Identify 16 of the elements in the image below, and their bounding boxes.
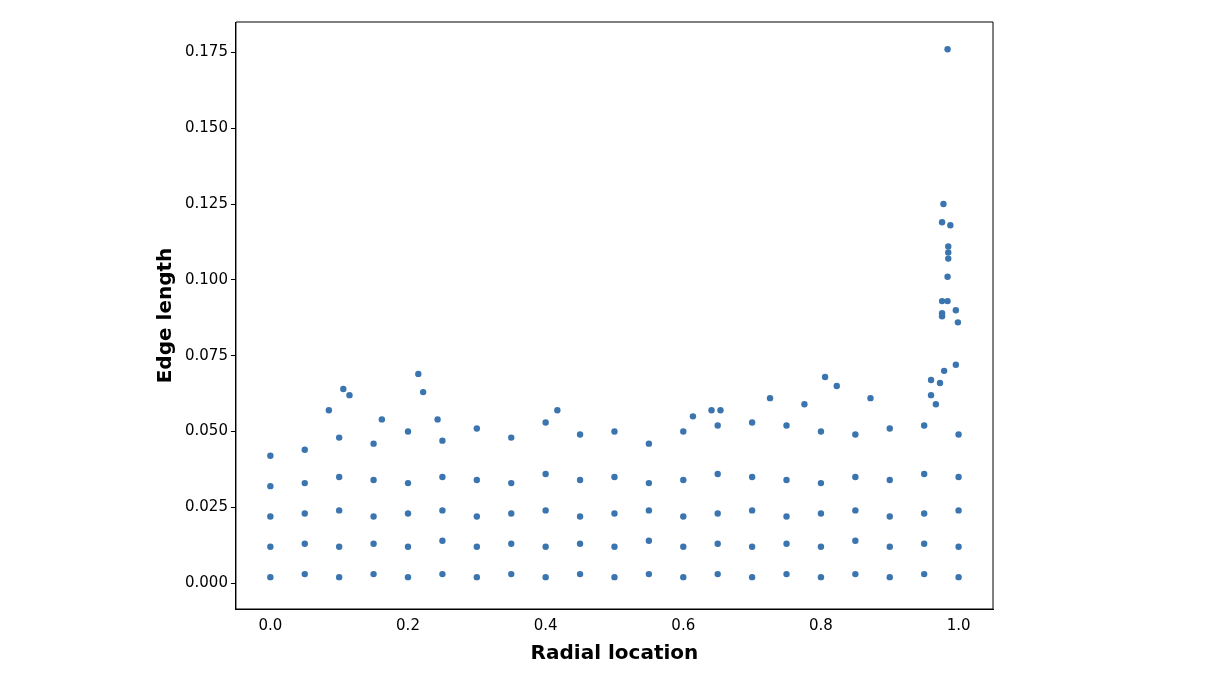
y-tick-label: 0.075	[184, 345, 228, 364]
x-tick-label: 0.0	[258, 615, 283, 634]
x-tick-label: 1.0	[946, 615, 971, 634]
y-tick-label: 0.125	[184, 193, 228, 212]
y-axis-title: Edge length	[152, 247, 177, 384]
x-tick-label: 0.2	[396, 615, 420, 634]
x-axis-title: Radial location	[530, 640, 699, 665]
y-tick-label: 0.025	[184, 497, 228, 516]
y-tick-label: 0.000	[184, 573, 228, 592]
y-tick-label: 0.050	[184, 421, 228, 440]
y-tick-label: 0.175	[184, 42, 228, 61]
x-tick-label: 0.6	[671, 615, 696, 634]
x-tick-label: 0.4	[533, 615, 558, 634]
y-tick-label: 0.150	[184, 118, 228, 137]
y-tick-label: 0.100	[184, 269, 228, 288]
x-tick-label: 0.8	[809, 615, 833, 634]
